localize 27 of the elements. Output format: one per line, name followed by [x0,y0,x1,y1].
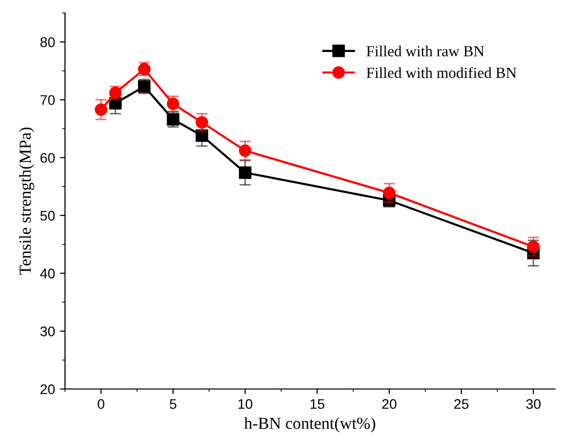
point [196,129,208,142]
point [238,166,252,179]
y-tick-label: 40 [40,268,55,278]
y-tick-label: 20 [40,384,55,394]
point [527,240,540,253]
x-tick-label: 15 [310,399,324,409]
x-tick-label: 20 [382,399,396,409]
y-tick-label: 80 [40,37,55,48]
x-tick-label: 5 [170,399,176,409]
x-tick-label: 25 [454,399,468,409]
point [94,103,108,116]
x-axis-title: h-BN content(wt%) [244,417,376,432]
y-tick-label: 30 [40,326,55,336]
legend-label: Filled with modified BN [366,67,516,78]
legend-label: Filled with raw BN [366,46,484,56]
point [238,144,252,157]
x-tick-label: 0 [98,399,104,409]
y-tick-label: 60 [40,152,55,163]
point [166,113,180,126]
x-tick-label: 10 [238,399,252,409]
y-tick-label: 70 [40,95,55,105]
y-axis-title: Tensile strength(MPa) [19,128,34,275]
x-tick-label: 30 [526,399,541,409]
point [383,186,396,200]
y-tick-label: 50 [40,210,55,221]
point [166,98,180,110]
point [196,116,208,129]
